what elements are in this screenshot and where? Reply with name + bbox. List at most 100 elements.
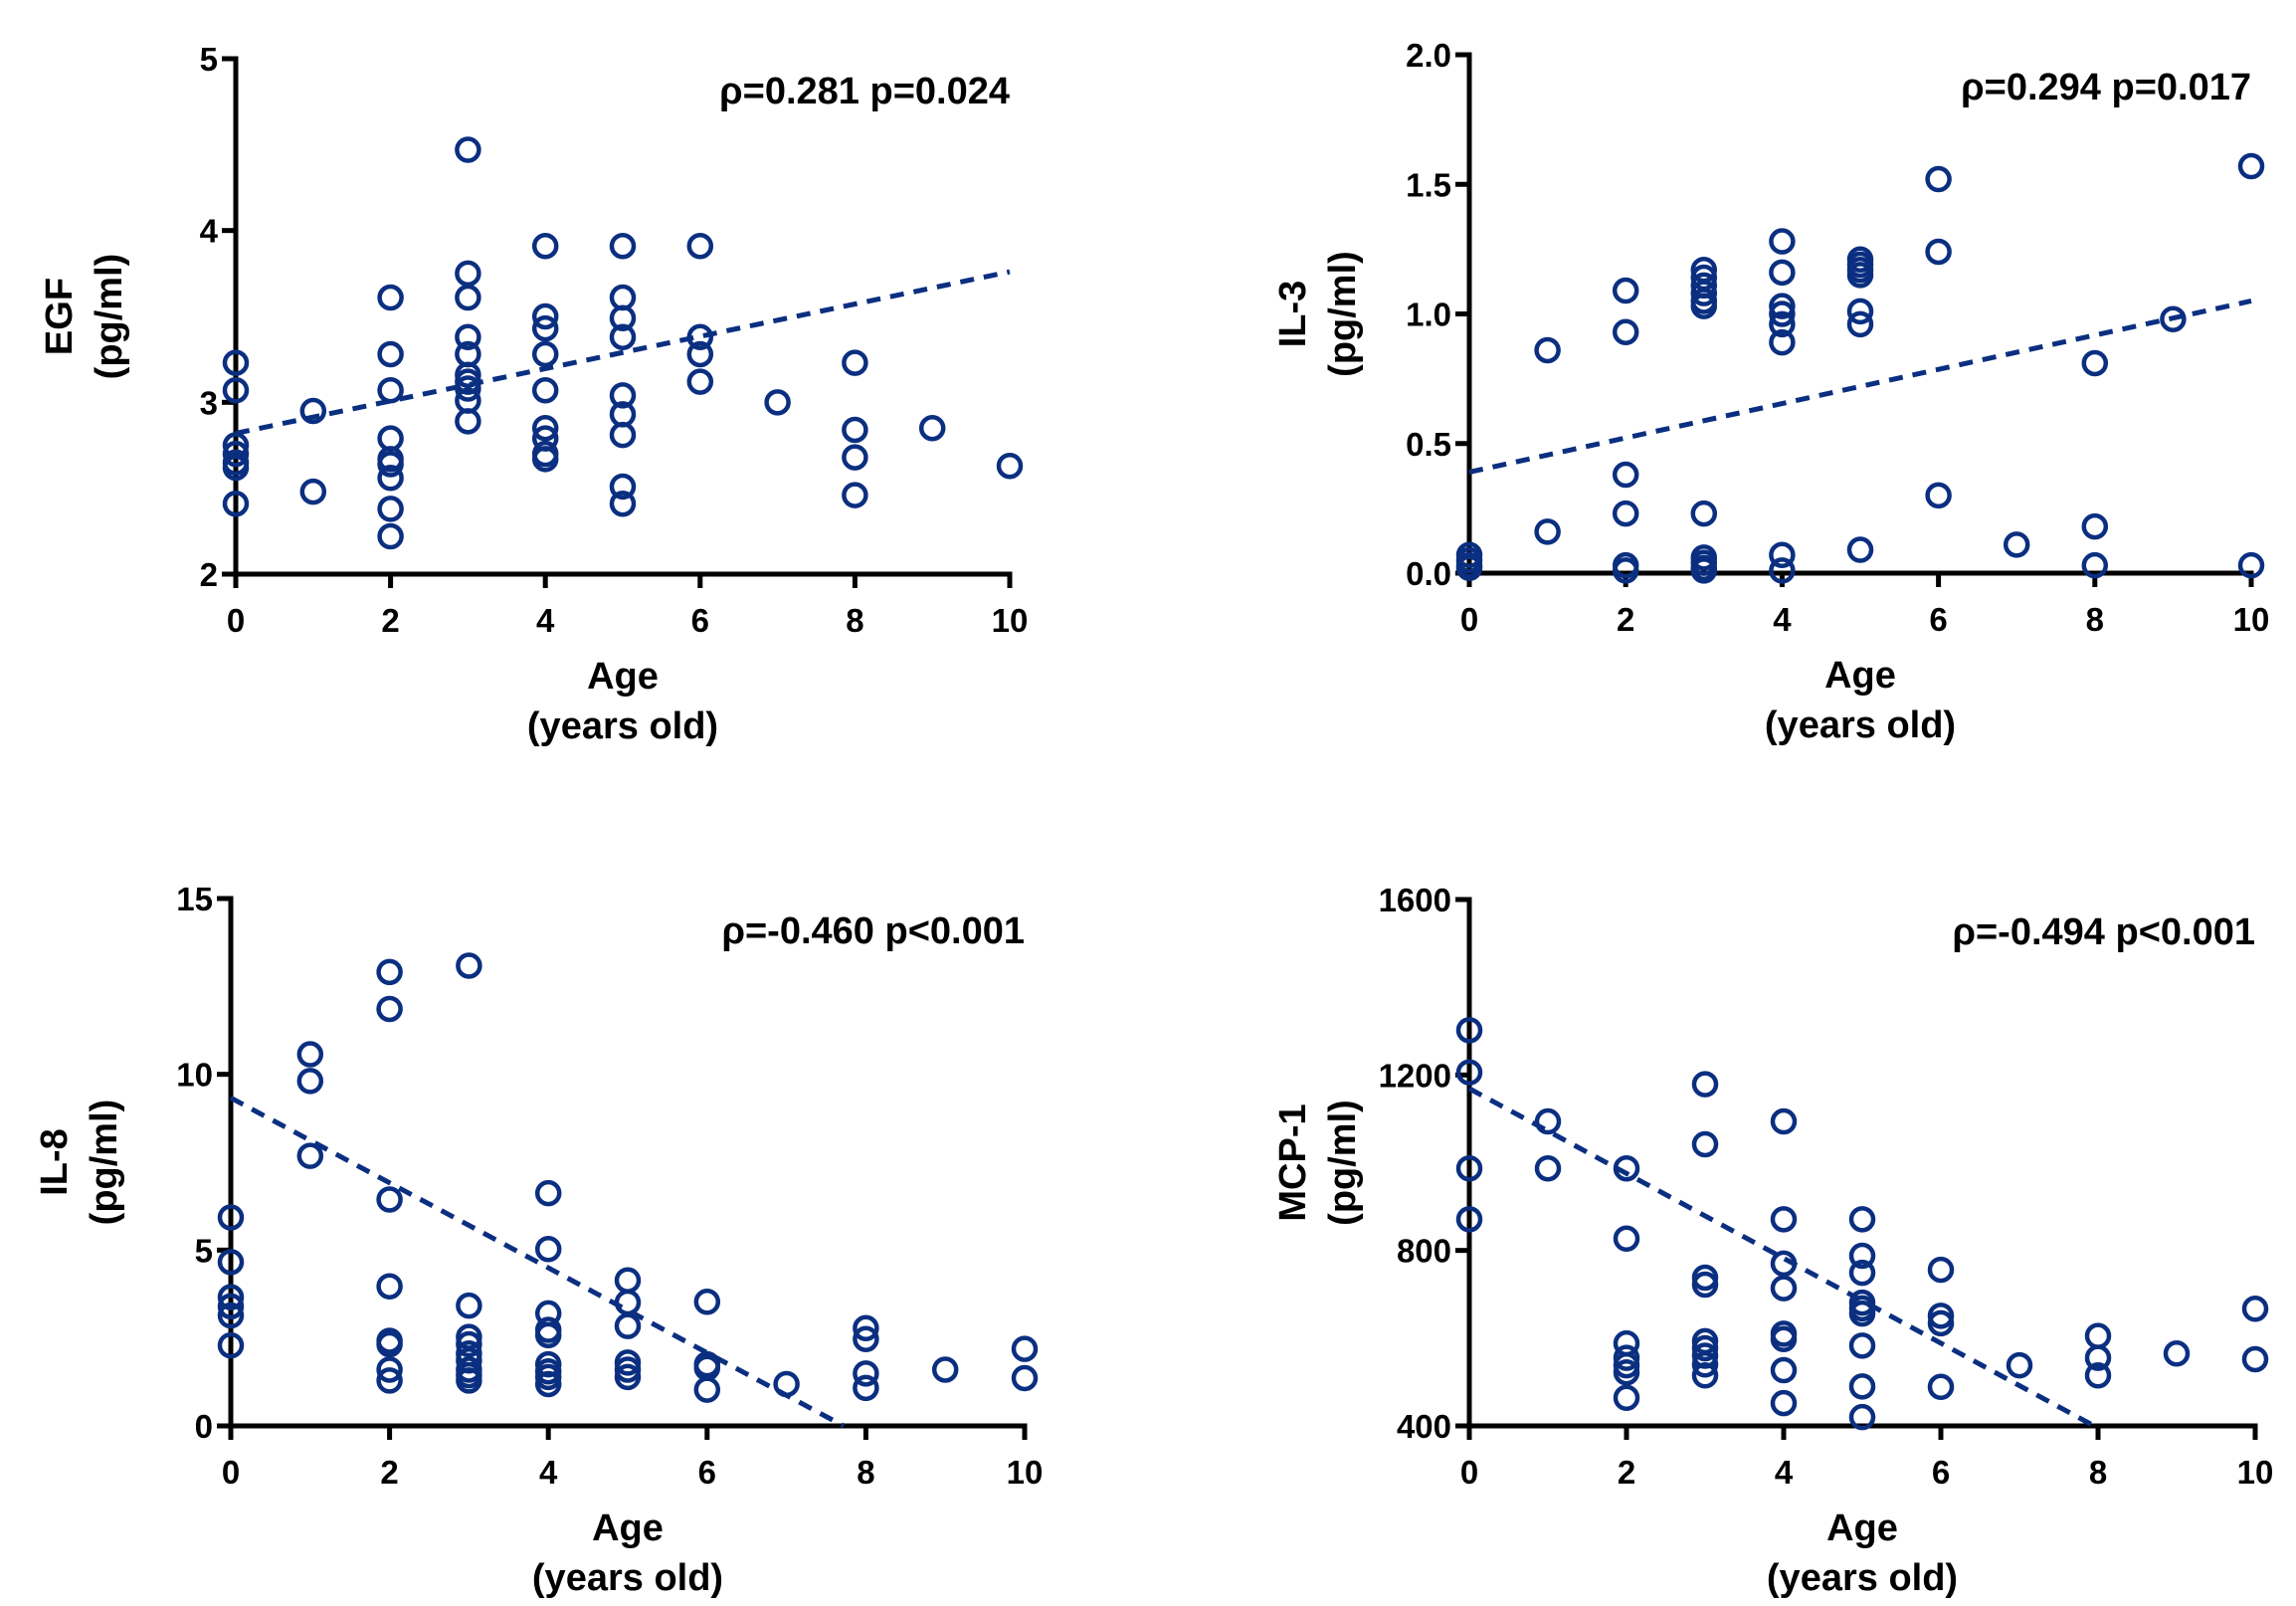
data-point xyxy=(377,465,404,492)
data-point xyxy=(614,1356,642,1383)
data-point xyxy=(609,323,637,350)
data-point xyxy=(456,1292,482,1319)
x-tick-label: 0 xyxy=(227,602,245,639)
data-point xyxy=(1925,165,1952,193)
data-point xyxy=(1925,238,1952,266)
data-point xyxy=(377,284,404,311)
x-tick-label: 10 xyxy=(2237,1454,2274,1491)
data-point xyxy=(377,451,404,478)
data-point xyxy=(1770,1389,1798,1417)
data-point xyxy=(1925,482,1952,509)
data-point xyxy=(376,1367,403,1394)
data-point xyxy=(1769,310,1796,338)
data-point xyxy=(455,260,481,288)
x-tick-label: 6 xyxy=(698,1454,716,1491)
data-point xyxy=(1455,1059,1483,1086)
data-point xyxy=(853,1325,879,1352)
data-point xyxy=(853,1360,879,1387)
data-point xyxy=(1770,1250,1798,1278)
data-point xyxy=(299,397,327,425)
data-point xyxy=(222,440,250,468)
data-point xyxy=(1691,1130,1719,1158)
data-point xyxy=(1691,1071,1719,1098)
data-point xyxy=(2163,1340,2191,1367)
data-point xyxy=(1927,1309,1955,1337)
data-point xyxy=(376,1330,403,1358)
data-point xyxy=(1927,1373,1955,1401)
data-point xyxy=(764,389,791,416)
data-point xyxy=(455,136,481,163)
data-point xyxy=(1534,336,1561,364)
data-point xyxy=(853,1374,879,1402)
x-tick-label: 4 xyxy=(1775,1454,1794,1491)
y-axis-title: MCP-1 xyxy=(1272,1104,1314,1221)
data-point xyxy=(1534,1154,1562,1182)
data-point xyxy=(531,414,559,442)
correlation-annotation: ρ=-0.460 p<0.001 xyxy=(721,910,1025,952)
data-point xyxy=(1769,301,1796,327)
y-tick-label: 3 xyxy=(200,384,218,421)
y-tick-label: 4 xyxy=(200,213,219,250)
data-point xyxy=(217,1204,245,1231)
data-point xyxy=(1691,1362,1719,1389)
data-point xyxy=(222,490,250,517)
data-point xyxy=(534,1236,562,1263)
x-tick-label: 6 xyxy=(691,602,709,639)
data-point xyxy=(853,1314,879,1342)
x-tick-label: 8 xyxy=(846,602,863,639)
data-point xyxy=(455,284,481,311)
panel-il3: 0.0 0.5 1.0 1.5 2.0 0 2 4 6 8 10 Age (years old) IL-3… xyxy=(1272,37,2269,746)
data-point xyxy=(773,1370,800,1398)
x-tick-label: 2 xyxy=(381,602,399,639)
data-point xyxy=(1846,536,1874,563)
y-axis-unit: (pg/ml) xyxy=(84,1100,125,1226)
data-point xyxy=(686,323,714,350)
data-point xyxy=(2081,512,2109,540)
x-tick-label: 10 xyxy=(2233,601,2270,638)
data-point xyxy=(296,1068,324,1095)
data-point xyxy=(1848,1373,1876,1400)
data-point xyxy=(456,1367,482,1394)
data-point xyxy=(1770,1206,1798,1233)
x-tick-label: 10 xyxy=(992,602,1029,639)
data-point xyxy=(2237,152,2265,180)
data-point xyxy=(1612,557,1639,584)
data-point xyxy=(1848,1300,1876,1327)
data-point xyxy=(376,1186,403,1213)
x-tick-label: 10 xyxy=(1007,1454,1044,1491)
x-tick-label: 6 xyxy=(1932,1454,1950,1491)
panel-il8: 0 5 10 15 0 2 4 6 8 10 Age (years old) IL-8 (pg/ml) ρ=… xyxy=(34,881,1043,1599)
data-point xyxy=(222,349,250,376)
data-point xyxy=(1769,541,1796,569)
x-tick-label: 2 xyxy=(380,1454,398,1491)
data-point xyxy=(1848,1332,1876,1359)
data-point xyxy=(217,1293,245,1320)
data-point xyxy=(609,304,637,331)
y-tick-label: 15 xyxy=(176,881,213,917)
correlation-annotation: ρ=0.281 p=0.024 xyxy=(719,71,1010,112)
data-point xyxy=(1769,259,1796,287)
data-point xyxy=(1846,262,1874,289)
data-point xyxy=(842,444,868,471)
data-point xyxy=(1690,557,1718,584)
data-point xyxy=(1613,1358,1640,1386)
data-point xyxy=(1690,500,1718,527)
data-point xyxy=(1455,1206,1483,1233)
data-point xyxy=(1770,1275,1798,1302)
data-point xyxy=(296,1041,324,1068)
data-point xyxy=(531,446,559,473)
y-tick-label: 2.0 xyxy=(1406,37,1451,74)
data-point xyxy=(377,496,404,522)
data-point xyxy=(693,1289,721,1315)
data-point xyxy=(1534,518,1561,545)
data-point xyxy=(614,1289,642,1316)
x-axis-unit: (years old) xyxy=(1767,1557,1958,1599)
data-point xyxy=(456,952,482,979)
x-axis-unit: (years old) xyxy=(527,705,718,747)
panel-mcp1: 400 800 1200 1600 0 2 4 6 8 10 Age (years old) MCP-1… xyxy=(1272,882,2273,1599)
data-point xyxy=(1613,1384,1640,1412)
y-tick-label: 1200 xyxy=(1379,1057,1451,1094)
data-point xyxy=(1769,328,1796,356)
y-tick-label: 800 xyxy=(1397,1233,1451,1270)
regression-line xyxy=(1468,299,2252,475)
